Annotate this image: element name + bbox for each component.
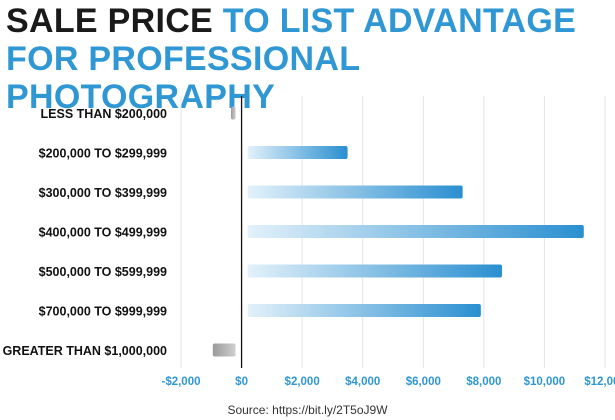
- bar-chart: LESS THAN $200,000 $200,000 TO $299,999 $3…: [3, 96, 615, 388]
- x-tick-label: $0: [235, 376, 248, 388]
- category-label: $400,000 TO $499,999: [39, 226, 167, 240]
- category-label: $700,000 TO $999,999: [39, 305, 167, 319]
- category-label: LESS THAN $200,000: [41, 107, 167, 121]
- source-note: Source: https://bit.ly/2T5oJ9W: [227, 403, 388, 417]
- chart-title-line2: FOR PROFESSIONAL PHOTOGRAPHY: [6, 40, 360, 116]
- category-label: GREATER THAN $1,000,000: [3, 344, 167, 358]
- x-tick-label: $12,000: [584, 376, 615, 388]
- chart-title-dark-part: SALE PRICE: [6, 2, 214, 40]
- category-label: $200,000 TO $299,999: [39, 147, 167, 161]
- x-tick-label: $8,000: [466, 376, 501, 388]
- x-tick-label: $2,000: [285, 376, 320, 388]
- bar: [247, 304, 481, 317]
- bar: [247, 146, 348, 159]
- category-label: $300,000 TO $399,999: [39, 186, 167, 200]
- bar: [247, 225, 584, 238]
- x-tick-label: $6,000: [406, 376, 441, 388]
- bar: [247, 264, 503, 278]
- x-tick-label: $10,000: [524, 376, 566, 388]
- bar: [212, 343, 236, 357]
- x-tick-label: -$2,000: [161, 376, 200, 388]
- category-label: $500,000 TO $599,999: [39, 265, 167, 279]
- chart-title: SALE PRICE TO LIST ADVANTAGE FOR PROFESS…: [6, 2, 611, 116]
- chart-title-blue-part: TO LIST ADVANTAGE: [222, 2, 577, 40]
- bar: [230, 106, 236, 120]
- bar: [247, 185, 463, 199]
- x-tick-label: $4,000: [345, 376, 380, 388]
